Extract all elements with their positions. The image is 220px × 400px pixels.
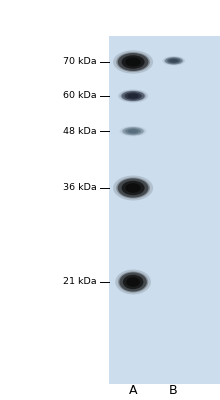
Ellipse shape bbox=[127, 94, 139, 98]
Ellipse shape bbox=[122, 127, 145, 136]
Ellipse shape bbox=[118, 272, 148, 292]
Ellipse shape bbox=[118, 178, 148, 198]
Ellipse shape bbox=[164, 57, 183, 65]
Ellipse shape bbox=[121, 55, 145, 69]
Ellipse shape bbox=[119, 126, 147, 136]
Text: 48 kDa: 48 kDa bbox=[63, 127, 97, 136]
Ellipse shape bbox=[123, 275, 143, 289]
Ellipse shape bbox=[169, 59, 178, 63]
Ellipse shape bbox=[116, 52, 150, 72]
Text: A: A bbox=[129, 384, 137, 396]
Ellipse shape bbox=[118, 53, 148, 71]
Text: 36 kDa: 36 kDa bbox=[63, 184, 97, 192]
Ellipse shape bbox=[121, 91, 145, 101]
Ellipse shape bbox=[120, 90, 146, 102]
Ellipse shape bbox=[116, 178, 150, 198]
Ellipse shape bbox=[113, 176, 153, 200]
Ellipse shape bbox=[121, 181, 145, 195]
Ellipse shape bbox=[125, 92, 142, 100]
Text: B: B bbox=[168, 384, 177, 396]
Ellipse shape bbox=[115, 270, 151, 294]
Ellipse shape bbox=[118, 90, 148, 102]
Ellipse shape bbox=[165, 57, 183, 64]
Ellipse shape bbox=[123, 127, 143, 135]
Ellipse shape bbox=[128, 129, 138, 133]
Ellipse shape bbox=[167, 58, 180, 64]
Ellipse shape bbox=[125, 58, 141, 66]
Ellipse shape bbox=[162, 56, 185, 66]
Text: 21 kDa: 21 kDa bbox=[63, 278, 97, 286]
Ellipse shape bbox=[113, 50, 153, 74]
Text: 70 kDa: 70 kDa bbox=[63, 58, 97, 66]
Ellipse shape bbox=[126, 277, 140, 287]
Ellipse shape bbox=[125, 183, 141, 193]
Text: 60 kDa: 60 kDa bbox=[63, 92, 97, 100]
Ellipse shape bbox=[119, 272, 147, 292]
Bar bbox=[109, 36, 220, 384]
Ellipse shape bbox=[125, 128, 141, 134]
